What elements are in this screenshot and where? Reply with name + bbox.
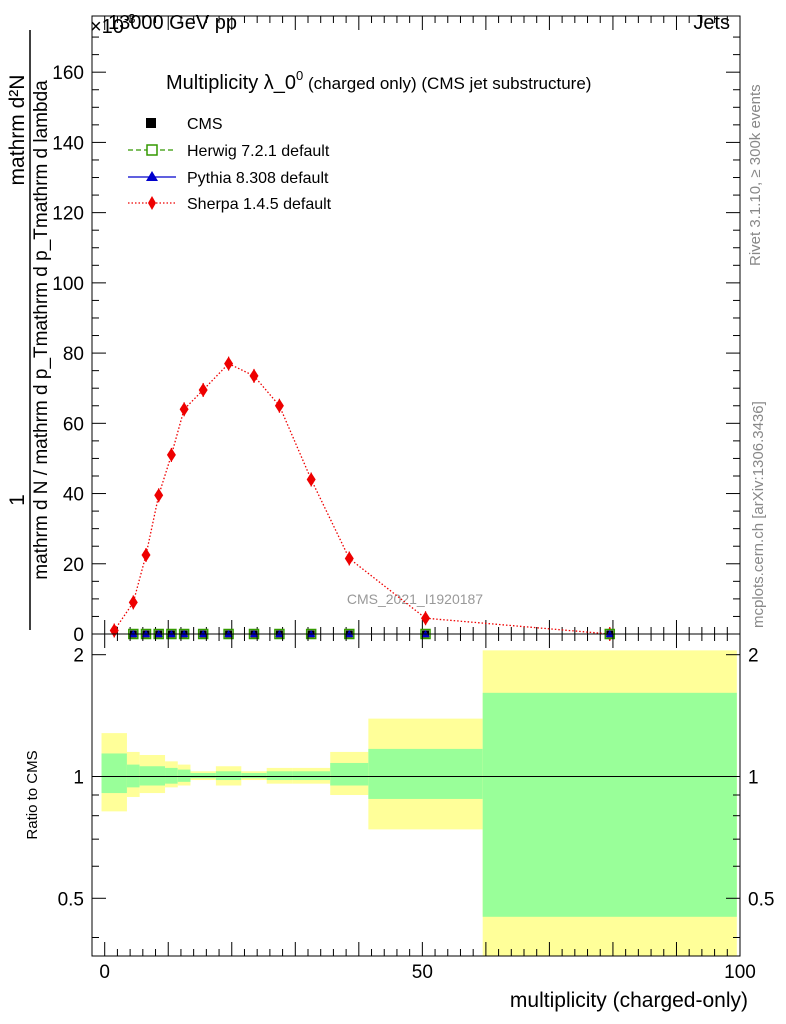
main-y-tick-label: 120 xyxy=(52,204,84,225)
main-title: Multiplicity λ_00 (charged only) (CMS je… xyxy=(166,68,591,94)
ratio-band-inner xyxy=(482,692,737,917)
ratio-y-tick-label-right: 1 xyxy=(748,767,759,788)
header-jets: Jets xyxy=(693,12,730,34)
main-y-tick-label: 80 xyxy=(63,344,84,365)
ratio-axes: 0.5 0.5 1 1 2 2 0 50 100 xyxy=(58,634,774,983)
ratio-band-inner xyxy=(101,753,127,794)
sherpa-point xyxy=(249,368,259,383)
sherpa-point xyxy=(128,595,138,610)
main-y-tick-label: 60 xyxy=(63,414,84,435)
main-axes: 0 20 40 60 80 100 120 140 160 xyxy=(52,16,741,646)
ratio-band-inner xyxy=(177,769,191,782)
ratio-band-inner xyxy=(139,766,166,786)
ratio-band-inner xyxy=(126,764,140,788)
ratio-panel: 0.5 0.5 1 1 2 2 0 50 100 Ratio to CMS multiplici… xyxy=(24,633,774,1012)
x-tick-label: 50 xyxy=(412,962,433,983)
ratio-y-tick-label-right: 2 xyxy=(748,646,759,667)
y-exponent-base: ×10 xyxy=(90,16,124,38)
ratio-band-inner xyxy=(165,767,178,784)
main-y-label-numerator: mathrm d²N xyxy=(6,75,29,186)
sherpa-point xyxy=(141,547,151,562)
legend-cms-marker xyxy=(146,118,156,128)
main-y-tick-label: 40 xyxy=(63,485,84,506)
sherpa-point xyxy=(224,356,234,371)
main-y-tick-label: 160 xyxy=(52,63,84,84)
main-y-label-top: 1 xyxy=(6,494,29,506)
ratio-y-label: Ratio to CMS xyxy=(24,750,41,839)
main-title-text: Multiplicity λ_0 xyxy=(166,72,296,94)
main-panel: Multiplicity λ_00 (charged only) (CMS je… xyxy=(52,15,741,646)
legend-herwig-marker xyxy=(146,144,158,156)
sherpa-point xyxy=(274,398,284,413)
x-tick-label: 100 xyxy=(724,962,756,983)
legend-sherpa-label: Sherpa 1.4.5 default xyxy=(187,196,332,213)
ratio-y-tick-label-right: 0.5 xyxy=(748,889,774,910)
ratio-y-tick-label: 0.5 xyxy=(58,889,84,910)
legend: CMS Herwig 7.2.1 default Pythia 8.308 de… xyxy=(128,116,332,213)
main-title-superscript: 0 xyxy=(296,68,303,83)
main-frame xyxy=(91,15,741,635)
sherpa-point xyxy=(344,551,354,566)
sherpa-point xyxy=(198,382,208,397)
ratio-band-inner xyxy=(368,748,483,799)
ratio-band-inner xyxy=(330,762,369,786)
main-y-tick-label: 20 xyxy=(63,555,84,576)
main-y-tick-label: 100 xyxy=(52,274,84,295)
watermark: CMS_2021_I1920187 xyxy=(347,591,483,607)
sherpa-point xyxy=(166,447,176,462)
ratio-band-inner xyxy=(190,773,216,779)
main-y-label-denominator: mathrm d N / mathrm d p_Tmathrm d p_Tmat… xyxy=(31,80,52,580)
main-title-suffix: (charged only) (CMS jet substructure) xyxy=(303,74,591,93)
ratio-bands xyxy=(101,650,737,956)
main-y-label: 1 mathrm d²N mathrm d N / mathrm d p_Tma… xyxy=(6,30,52,630)
sherpa-point xyxy=(179,402,189,417)
ratio-y-tick-label: 1 xyxy=(73,767,84,788)
legend-pythia-marker xyxy=(146,171,158,181)
mcplots-label: mcplots.cern.ch [arXiv:1306.3436] xyxy=(750,401,767,628)
sherpa-line xyxy=(113,362,610,635)
x-axis-label: multiplicity (charged-only) xyxy=(510,989,748,1012)
sherpa-point xyxy=(154,488,164,503)
legend-sherpa-marker xyxy=(148,196,156,210)
legend-cms-label: CMS xyxy=(187,116,223,133)
main-y-tick-label: 0 xyxy=(73,625,84,646)
sherpa-point xyxy=(306,472,316,487)
x-tick-label: 0 xyxy=(99,962,110,983)
ratio-y-tick-label: 2 xyxy=(73,646,84,667)
main-y-tick-label: 140 xyxy=(52,133,84,154)
ratio-band-inner xyxy=(266,771,293,781)
ratio-band-inner xyxy=(241,773,267,779)
header-energy: 13000 GeV pp xyxy=(108,12,237,34)
sherpa-point xyxy=(421,611,431,626)
legend-pythia-label: Pythia 8.308 default xyxy=(187,170,329,187)
ratio-band-inner xyxy=(292,771,331,781)
legend-herwig-label: Herwig 7.2.1 default xyxy=(187,143,330,160)
ratio-band-inner xyxy=(215,771,242,781)
rivet-label: Rivet 3.1.10, ≥ 300k events xyxy=(747,84,764,266)
